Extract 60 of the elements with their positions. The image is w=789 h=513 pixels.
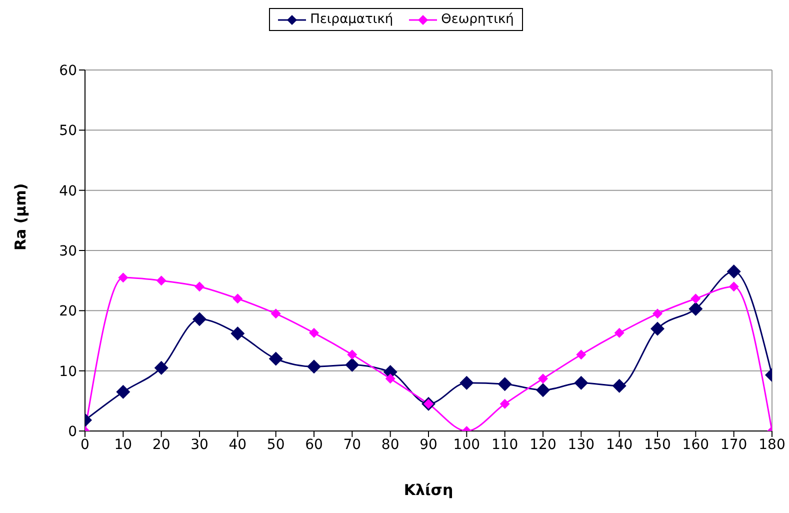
point (650, 322, 664, 336)
point (614, 328, 624, 338)
point (690, 294, 701, 304)
point (154, 360, 168, 375)
x-tick-label: 80 (381, 436, 400, 453)
x-tick-label: 90 (420, 436, 438, 453)
point (345, 358, 360, 372)
point (726, 264, 741, 279)
point (309, 328, 319, 338)
y-tick-label: 60 (59, 62, 77, 79)
x-tick-label: 110 (491, 436, 518, 453)
point (460, 376, 474, 390)
legend-label: Θεωρητική (441, 12, 514, 27)
point (116, 384, 130, 399)
x-tick-label: 180 (758, 436, 786, 453)
point (500, 398, 510, 409)
x-tick-label: 10 (114, 436, 132, 453)
point (268, 352, 283, 366)
point (270, 308, 281, 319)
point (612, 378, 626, 393)
y-tick-label: 10 (59, 364, 77, 380)
x-tick-label: 70 (343, 436, 362, 453)
point (728, 282, 739, 292)
x-tick-label: 30 (190, 436, 208, 453)
y-tick-label: 40 (59, 183, 77, 200)
point (118, 272, 128, 283)
x-tick-label: 150 (644, 436, 671, 453)
x-tick-label: 140 (606, 436, 633, 453)
point (307, 360, 321, 374)
legend-label: Πειραματική (310, 12, 394, 27)
point (538, 374, 548, 384)
point (232, 294, 243, 304)
x-tick-label: 160 (682, 436, 710, 453)
point (194, 282, 204, 292)
point (688, 302, 703, 316)
x-tick-label: 0 (80, 436, 90, 453)
point (385, 374, 396, 384)
point (347, 350, 358, 360)
point (576, 350, 586, 360)
y-axis-title: Ra (μm) (11, 183, 30, 250)
x-tick-label: 40 (228, 436, 247, 453)
x-tick-label: 130 (568, 436, 595, 453)
x-tick-label: 100 (453, 436, 480, 453)
x-tick-label: 20 (152, 436, 170, 453)
x-tick-label: 170 (720, 436, 748, 453)
y-tick-label: 50 (59, 123, 77, 140)
point (536, 383, 550, 398)
y-tick-label: 30 (59, 243, 77, 260)
x-axis-title: Κλίση (404, 481, 454, 499)
x-tick-label: 60 (305, 436, 323, 453)
x-tick-label: 120 (530, 436, 556, 453)
point (498, 377, 512, 392)
point (652, 308, 662, 319)
point (192, 312, 206, 326)
point (230, 326, 245, 341)
x-tick-label: 50 (266, 436, 285, 453)
y-tick-label: 0 (68, 424, 77, 440)
point (156, 276, 166, 286)
point (574, 376, 588, 390)
y-tick-label: 20 (59, 304, 77, 320)
